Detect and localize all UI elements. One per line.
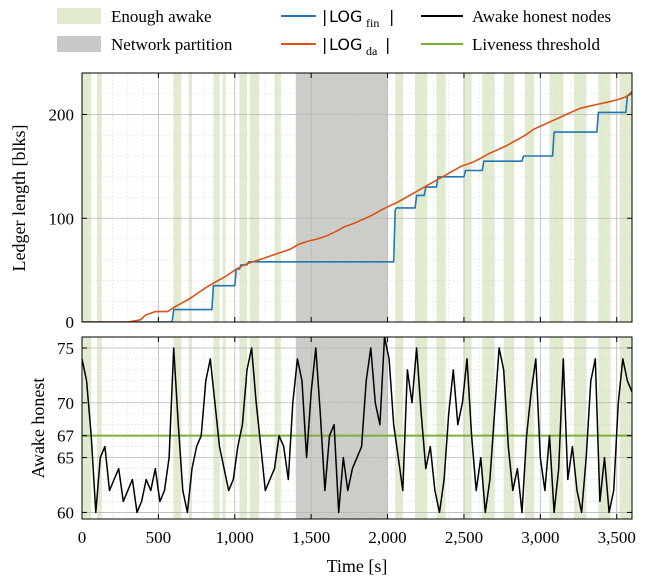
legend-log-fin-main: LOG (329, 7, 362, 26)
legend-swatch-network-partition (57, 36, 101, 52)
time-x-ticks: 0 500 1,000 1,500 2,000 2,500 3,000 3,500 (78, 73, 636, 547)
enough-awake-band (274, 73, 281, 322)
x-tick-label: 1,000 (216, 528, 254, 547)
svg-text:|: | (322, 7, 327, 26)
time-x-axis-label: Time [s] (327, 556, 388, 576)
legend-log-da-main: LOG (329, 35, 362, 54)
enough-awake-band (525, 337, 535, 519)
x-tick-label: 3,000 (521, 528, 559, 547)
legend-label-log-da: | LOG da | (322, 35, 390, 58)
y-tick-label: 100 (49, 209, 75, 228)
y-tick-label: 70 (57, 394, 74, 413)
x-tick-label: 2,000 (368, 528, 406, 547)
enough-awake-band (395, 73, 403, 322)
legend-label-network-partition: Network partition (111, 35, 233, 54)
x-tick-label: 0 (78, 528, 87, 547)
y-tick-label: 200 (49, 106, 75, 125)
awake-y-ticks: 60 65 67 70 75 (57, 339, 632, 522)
enough-awake-band (97, 337, 102, 519)
log-da-line (82, 91, 632, 322)
enough-awake-band (619, 337, 632, 519)
y-tick-label: 60 (57, 503, 74, 522)
x-tick-label: 3,500 (598, 528, 636, 547)
enough-awake-band (188, 73, 192, 322)
enough-awake-band (173, 337, 182, 519)
legend-label-liveness-threshold: Liveness threshold (472, 35, 600, 54)
ledger-y-axis-label: Ledger length [blks] (9, 125, 29, 272)
enough-awake-band (525, 73, 535, 322)
enough-awake-band (482, 337, 495, 519)
awake-panel: 60 65 67 70 75 0 500 1,000 1,500 2,000 2,500 3,000… (28, 73, 636, 576)
ledger-shaded-bands (82, 73, 632, 322)
x-tick-label: 1,500 (292, 528, 330, 547)
enough-awake-band (573, 337, 587, 519)
legend: Enough awake Network partition | LOG fin… (57, 7, 611, 58)
y-tick-label: 67 (57, 427, 75, 446)
enough-awake-band (213, 337, 220, 519)
ledger-series (82, 91, 632, 322)
awake-honest-line (82, 337, 632, 514)
y-tick-label: 75 (57, 339, 74, 358)
enough-awake-band (415, 337, 428, 519)
enough-awake-band (274, 337, 281, 519)
ledger-panel: 0 100 200 Ledger length [blks] (9, 72, 633, 332)
svg-text:|: | (389, 7, 394, 26)
awake-y-axis-label: Awake honest (28, 378, 48, 479)
enough-awake-band (188, 337, 192, 519)
enough-awake-band (222, 73, 226, 322)
legend-log-da-sub: da (366, 44, 378, 58)
enough-awake-band (395, 337, 403, 519)
awake-grid (81, 337, 633, 519)
legend-log-fin-sub: fin (366, 16, 379, 30)
x-tick-label: 500 (146, 528, 172, 547)
enough-awake-band (222, 337, 226, 519)
legend-label-log-fin: | LOG fin | (322, 7, 394, 30)
legend-label-awake-honest: Awake honest nodes (472, 7, 611, 26)
enough-awake-band (549, 337, 564, 519)
enough-awake-band (436, 337, 446, 519)
svg-text:|: | (385, 35, 390, 54)
enough-awake-band (82, 337, 92, 519)
legend-label-enough-awake: Enough awake (111, 7, 212, 26)
svg-text:|: | (322, 35, 327, 54)
ledger-y-ticks: 0 100 200 (49, 106, 632, 332)
y-tick-label: 65 (57, 449, 74, 468)
y-tick-label: 0 (66, 313, 75, 332)
x-tick-label: 2,500 (445, 528, 483, 547)
ledger-plot-frame (81, 72, 633, 323)
enough-awake-band (250, 337, 260, 519)
enough-awake-band (463, 337, 472, 519)
awake-series (82, 337, 632, 514)
log-fin-line (82, 93, 632, 322)
enough-awake-band (549, 73, 564, 322)
enough-awake-band (239, 337, 247, 519)
enough-awake-band (503, 337, 515, 519)
enough-awake-band (436, 73, 446, 322)
awake-plot-frame (81, 336, 633, 520)
legend-swatch-enough-awake (57, 8, 101, 24)
